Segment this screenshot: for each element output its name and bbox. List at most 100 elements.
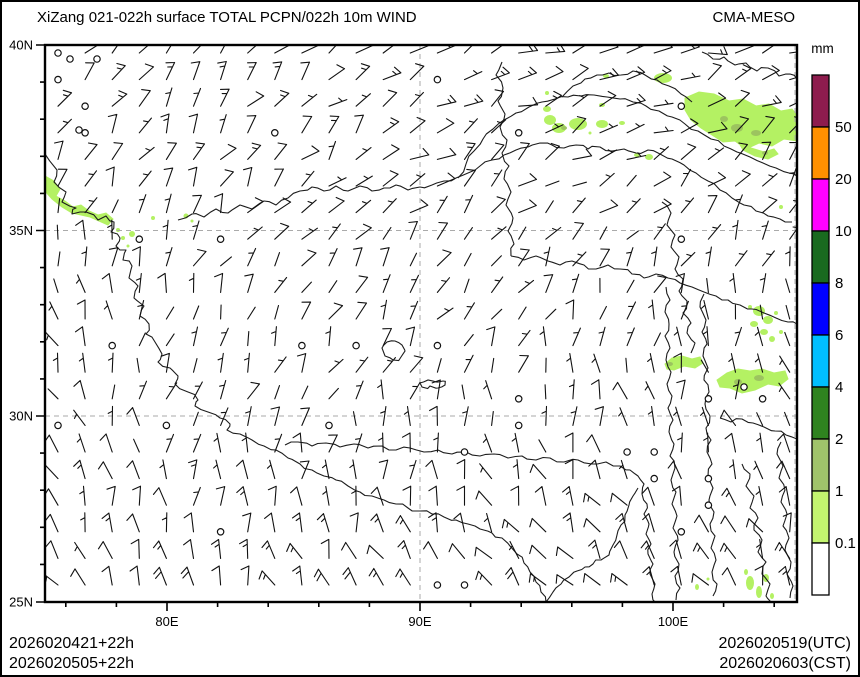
- precip-heavier-spot: [734, 379, 742, 385]
- precip-blob: [774, 311, 778, 315]
- precip-blob: [695, 584, 699, 590]
- map-outline-northeast-boundary: [510, 255, 797, 325]
- precip-blob: [760, 329, 768, 335]
- colorbar-label-10: 10: [835, 223, 852, 240]
- precip-blob: [769, 336, 775, 342]
- colorbar-unit-label: mm: [811, 41, 834, 56]
- colorbar-segment-5: [811, 334, 830, 388]
- lat-label-30N: 30N: [9, 409, 33, 424]
- calm-wind-circle: [135, 235, 144, 244]
- calm-wind-circle: [298, 341, 306, 350]
- colorbar-label-8: 8: [835, 275, 843, 292]
- precip-blob: [544, 115, 556, 125]
- calm-wind-circle: [325, 421, 333, 430]
- colorbar-label-1: 1: [835, 483, 843, 500]
- colorbar-segment-7: [811, 438, 830, 492]
- colorbar-label-4: 4: [835, 379, 843, 396]
- precip-blob: [763, 316, 773, 324]
- precip-blob: [596, 120, 608, 128]
- map-outline-west-and-himalaya-boundary: [45, 153, 547, 602]
- precip-patch-east-mid-patch-2: [716, 368, 789, 394]
- precip-heavier-spot: [561, 126, 567, 130]
- calm-wind-circle: [108, 341, 117, 350]
- map-outline-south-bend-boundary: [545, 487, 639, 602]
- calm-wind-circle: [677, 527, 686, 536]
- calm-wind-circle: [514, 421, 523, 430]
- calm-wind-circle: [677, 102, 686, 111]
- precip-blob: [748, 305, 752, 309]
- calm-wind-circle: [514, 129, 523, 137]
- map-outline-southeast-valley-2: [776, 441, 794, 599]
- colorbar-label-0.1: 0.1: [835, 535, 856, 552]
- precip-blob: [645, 154, 653, 160]
- calm-wind-circle: [93, 55, 101, 63]
- calm-wind-circle: [704, 394, 713, 403]
- map-title: XiZang 021-022h surface TOTAL PCPN/022h …: [37, 9, 417, 26]
- colorbar-label-6: 6: [835, 327, 843, 344]
- precip-dot: [779, 205, 783, 209]
- colorbar-label-20: 20: [835, 171, 852, 188]
- calm-wind-circle: [270, 129, 279, 137]
- calm-wind-circle: [352, 341, 360, 350]
- colorbar-label-2: 2: [835, 431, 843, 448]
- precip-blob: [619, 121, 625, 125]
- map-outline-north-boundary: [177, 142, 793, 223]
- colorbar-segment-8: [811, 490, 830, 544]
- colorbar-segment-0: [811, 74, 830, 128]
- precip-heavier-spot: [731, 124, 743, 132]
- calm-wind-circle: [433, 75, 442, 84]
- precip-dot: [121, 236, 125, 240]
- precip-dot: [190, 219, 194, 223]
- calm-wind-circle: [460, 581, 469, 589]
- calm-wind-circle: [433, 581, 442, 589]
- lake-2: [419, 379, 446, 390]
- calm-wind-circle: [433, 341, 442, 350]
- precip-patch-northeast-large-patch: [684, 91, 797, 150]
- precip-heavier-spot: [720, 116, 728, 122]
- calm-wind-circle: [704, 474, 713, 483]
- calm-wind-circle: [650, 448, 659, 456]
- map-outline-mekong-river: [699, 293, 718, 597]
- calm-wind-circle: [162, 421, 171, 430]
- calm-wind-circle: [758, 394, 767, 403]
- precip-blob: [750, 321, 758, 327]
- calm-wind-circle: [66, 55, 74, 63]
- lat-axis-ticks: [36, 44, 45, 603]
- map-outline-salween-river: [664, 286, 681, 601]
- init-times: 2026020421+22h 2026020505+22h: [9, 634, 134, 674]
- calm-wind-circle: [54, 75, 62, 84]
- precip-patch-northeast-patch-spur: [737, 141, 779, 160]
- calm-wind-circle: [216, 527, 225, 536]
- precip-dot: [706, 577, 710, 581]
- valid-times: 2026020519(UTC) 2026020603(CST): [718, 634, 851, 674]
- precip-blob: [543, 106, 551, 112]
- init-time-line-1: 2026020421+22h: [9, 635, 135, 652]
- lon-axis-ticks: [65, 602, 775, 611]
- calm-wind-circle: [81, 102, 89, 111]
- calm-wind-circle: [650, 474, 659, 483]
- calm-wind-circle: [623, 448, 631, 456]
- colorbar-segment-3: [811, 230, 830, 284]
- precip-dot: [588, 131, 592, 135]
- lon-label-80E: 80E: [155, 614, 178, 629]
- precip-heavier-spot: [754, 375, 764, 381]
- precip-blob: [756, 586, 762, 598]
- calm-wind-circle: [460, 448, 469, 456]
- map-outline-southeast-valley-1: [741, 463, 772, 602]
- model-name: CMA-MESO: [712, 9, 796, 26]
- colorbar-segment-9: [811, 542, 830, 596]
- calm-wind-circle: [740, 383, 748, 391]
- calm-wind-circle: [216, 235, 225, 244]
- calm-wind-circle: [514, 394, 523, 403]
- precip-blob: [770, 593, 774, 599]
- colorbar-segment-2: [811, 178, 830, 232]
- precip-dot: [126, 244, 130, 248]
- map-outline-northeast-corner-range: [701, 51, 797, 80]
- precip-blob: [603, 74, 609, 78]
- calm-wind-circle: [677, 235, 686, 244]
- lake-1: [381, 340, 406, 362]
- precip-blob: [744, 569, 748, 575]
- lon-label-90E: 90E: [408, 614, 431, 629]
